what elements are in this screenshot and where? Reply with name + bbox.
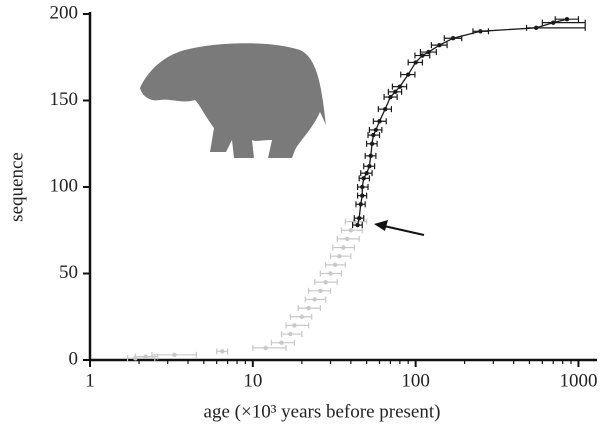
point [279,340,284,345]
point [292,323,297,328]
point [426,49,431,55]
y-tick-label: 50 [59,262,78,283]
point [361,176,366,181]
y-tick-label: 0 [69,348,79,369]
x-axis-label: age (×10³ years before present) [204,401,441,422]
x-tick-label: 1000 [559,370,597,391]
point [369,141,375,146]
point [405,72,411,77]
point [364,170,369,176]
point [352,219,357,224]
point [388,94,393,100]
point [533,25,539,31]
point [360,193,365,198]
point [437,42,442,48]
point [143,354,148,359]
y-tick-label: 200 [50,2,79,23]
point [332,262,338,268]
point [551,20,556,25]
point [397,84,403,89]
point [420,53,425,58]
point [288,331,293,337]
point [345,236,350,242]
point [312,297,317,302]
point [377,119,382,124]
point [328,271,333,276]
point [318,288,323,293]
point [371,132,376,138]
point [373,127,379,133]
y-tick-label: 100 [50,175,79,196]
x-tick-label: 100 [401,370,430,391]
point [393,89,398,95]
x-tick-label: 1 [85,370,95,391]
point [306,305,311,311]
y-axis-label: sequence [6,152,27,222]
point [367,164,372,169]
animal-illustration [140,43,326,158]
point [323,279,328,285]
y-tick-label: 150 [50,89,79,110]
point [478,29,483,34]
point [413,60,418,65]
x-tick-label: 10 [243,370,262,391]
point [358,202,363,207]
animal-body [140,43,326,158]
point [299,314,305,319]
point [356,215,362,221]
point [348,228,354,233]
point [172,352,177,358]
point [382,106,388,112]
series-line [356,18,568,226]
point [360,184,365,190]
point [337,254,342,259]
point [341,245,346,250]
point [355,222,360,228]
point [263,345,268,351]
point [220,349,225,354]
point [564,16,570,22]
arrow-annotation [374,220,425,236]
point [450,36,456,41]
point [368,153,373,159]
